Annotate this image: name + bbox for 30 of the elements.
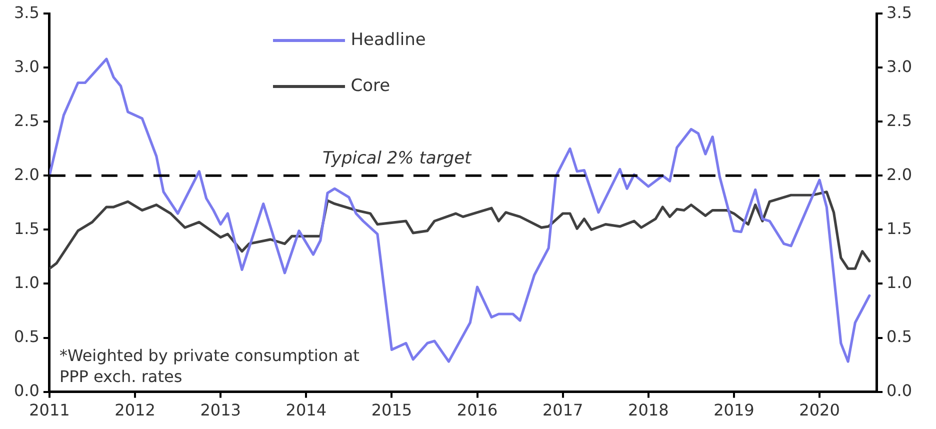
y-tick-label: 2.5 — [14, 110, 40, 130]
x-tick-label: 2018 — [628, 400, 669, 420]
x-tick-label: 2014 — [286, 400, 326, 420]
y2-tick-label: 0.5 — [886, 326, 912, 346]
x-tick-label: 2011 — [29, 400, 70, 420]
legend-label: Core — [350, 76, 390, 96]
y2-tick-label: 1.0 — [886, 272, 912, 292]
x-tick-label: 2012 — [114, 400, 156, 420]
y2-tick-label: 2.5 — [886, 110, 912, 130]
y2-tick-label: 3.0 — [886, 56, 912, 76]
x-tick-label: 2015 — [371, 400, 412, 420]
y-tick-label: 1.5 — [14, 218, 40, 238]
y-tick-label: 3.5 — [14, 2, 40, 22]
y2-tick-label: 3.5 — [886, 2, 912, 22]
x-tick-label: 2019 — [714, 400, 754, 420]
y-tick-label: 1.0 — [14, 272, 40, 292]
x-tick-label: 2020 — [799, 400, 840, 420]
x-tick-label: 2013 — [200, 400, 241, 420]
y-tick-label: 3.0 — [14, 56, 40, 76]
y-tick-label: 0.0 — [14, 380, 40, 400]
y2-tick-label: 1.5 — [886, 218, 912, 238]
x-tick-label: 2017 — [542, 400, 584, 420]
legend-label: Headline — [350, 30, 426, 50]
y-tick-label: 2.0 — [14, 164, 40, 184]
annotation: *Weighted by private consumption at PPP exch. rates — [59, 346, 360, 386]
y2-tick-label: 2.0 — [886, 164, 912, 184]
x-tick-label: 2016 — [456, 400, 498, 420]
y2-tick-label: 0.0 — [886, 380, 912, 400]
ref-line-label: Typical 2% target — [322, 148, 473, 169]
y-tick-label: 0.5 — [14, 326, 40, 346]
